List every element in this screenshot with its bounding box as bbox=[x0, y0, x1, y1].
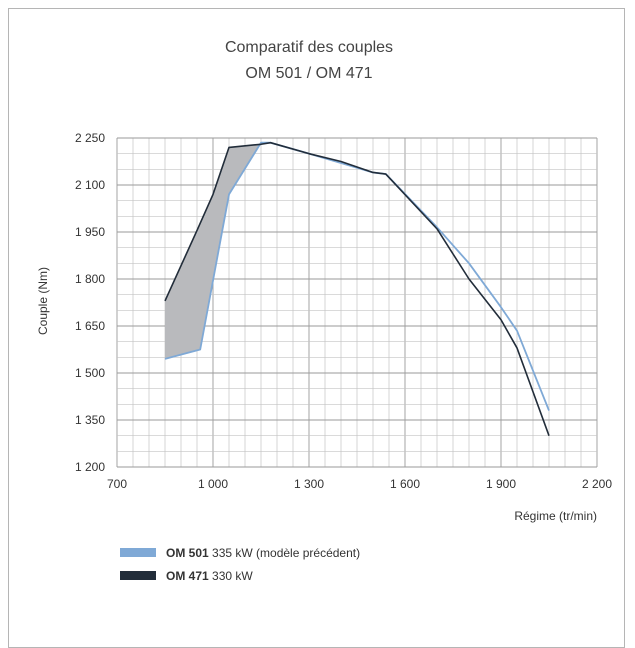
shaded-area bbox=[165, 142, 261, 359]
y-tick-label: 1 200 bbox=[75, 460, 105, 474]
y-tick-label: 1 950 bbox=[75, 225, 105, 239]
series-lines bbox=[164, 141, 550, 436]
x-tick-label: 1 000 bbox=[198, 477, 228, 491]
series-line-om471 bbox=[164, 141, 550, 436]
legend-om501-desc: 335 kW (modèle précédent) bbox=[212, 546, 360, 560]
legend-item-om471: OM 471 330 kW bbox=[166, 569, 253, 583]
x-tick-label: 1 300 bbox=[294, 477, 324, 491]
legend-om501-name: OM 501 bbox=[166, 546, 209, 560]
tick-labels: 700 1 000 1 300 1 600 1 900 2 200 1 200 1 350 1 … bbox=[75, 131, 612, 491]
y-tick-label: 2 250 bbox=[75, 131, 105, 145]
y-tick-label: 1 500 bbox=[75, 366, 105, 380]
y-tick-label: 1 800 bbox=[75, 272, 105, 286]
y-tick-label: 1 650 bbox=[75, 319, 105, 333]
legend-item-om501: OM 501 335 kW (modèle précédent) bbox=[166, 546, 360, 560]
legend-om471-name: OM 471 bbox=[166, 569, 209, 583]
legend-swatch-om471 bbox=[120, 571, 156, 580]
chart-subtitle: OM 501 / OM 471 bbox=[245, 65, 372, 82]
legend: OM 501 335 kW (modèle précédent) OM 471 … bbox=[120, 546, 360, 583]
x-tick-label: 2 200 bbox=[582, 477, 612, 491]
chart-svg: Comparatif des couples OM 501 / OM 471 7… bbox=[36, 39, 612, 583]
y-tick-label: 1 350 bbox=[75, 413, 105, 427]
x-tick-label: 700 bbox=[107, 477, 127, 491]
legend-swatch-om501 bbox=[120, 548, 156, 557]
shaded-region bbox=[165, 142, 261, 359]
chart-frame bbox=[8, 8, 625, 648]
chart-title: Comparatif des couples bbox=[225, 39, 393, 56]
legend-om471-desc: 330 kW bbox=[212, 569, 253, 583]
x-axis-label: Régime (tr/min) bbox=[514, 509, 597, 523]
x-tick-label: 1 600 bbox=[390, 477, 420, 491]
y-axis-label: Couple (Nm) bbox=[36, 267, 50, 335]
y-tick-label: 2 100 bbox=[75, 178, 105, 192]
x-tick-label: 1 900 bbox=[486, 477, 516, 491]
